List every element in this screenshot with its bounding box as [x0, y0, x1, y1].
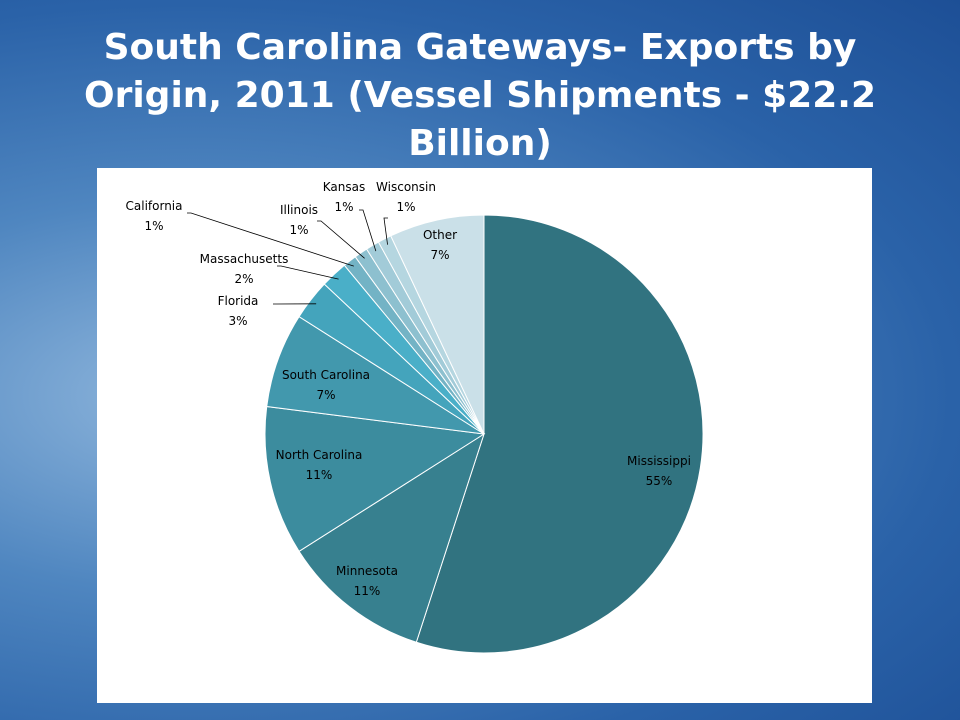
pie-slice-north-carolina — [264, 405, 486, 553]
leader-line-massachusetts — [277, 265, 339, 280]
leader-line-illinois — [317, 220, 365, 259]
slice-label-other: Other 7% — [423, 228, 457, 262]
leader-line-california — [187, 212, 354, 267]
slice-label-kansas: Kansas 1% — [323, 180, 365, 214]
slice-name: Wisconsin — [376, 180, 436, 194]
slice-percent: 1% — [289, 223, 308, 237]
slice-name: Kansas — [323, 180, 365, 194]
slice-percent: 11% — [354, 584, 381, 598]
pie-slice-mississippi — [415, 214, 704, 654]
slice-label-california: California 1% — [126, 199, 183, 233]
chart-area: Mississippi 55% Minnesota 11% North Carolina… — [97, 168, 872, 703]
slice-name: Florida — [218, 294, 259, 308]
leader-line-kansas — [359, 209, 377, 252]
slice-label-south-carolina: South Carolina 7% — [282, 368, 370, 402]
slice-name: Mississippi — [627, 454, 691, 468]
slice-name: Illinois — [280, 203, 318, 217]
slice-label-minnesota: Minnesota 11% — [336, 564, 398, 598]
slice-percent: 1% — [396, 200, 415, 214]
slice-percent: 2% — [234, 272, 253, 286]
pie-slice-other — [390, 214, 485, 435]
slice-percent: 1% — [144, 219, 163, 233]
slice-label-florida: Florida 3% — [218, 294, 259, 328]
leader-line-wisconsin — [383, 217, 388, 245]
slice-label-north-carolina: North Carolina 11% — [276, 448, 363, 482]
slice-label-illinois: Illinois 1% — [280, 203, 318, 237]
slice-name: South Carolina — [282, 368, 370, 382]
pie-chart: Mississippi 55%Minnesota 11%North Carolina… — [126, 180, 704, 654]
slice-percent: 55% — [646, 474, 673, 488]
slice-name: North Carolina — [276, 448, 363, 462]
slice-percent: 7% — [430, 248, 449, 262]
slice-percent: 3% — [228, 314, 247, 328]
slice-name: Massachusetts — [200, 252, 289, 266]
slide-title: South Carolina Gateways- Exports by Orig… — [83, 27, 877, 164]
slice-percent: 11% — [306, 468, 333, 482]
slice-name: Other — [423, 228, 457, 242]
slice-percent: 1% — [334, 200, 353, 214]
slice-label-wisconsin: Wisconsin 1% — [376, 180, 436, 214]
slice-label-mississippi: Mississippi 55% — [627, 454, 691, 488]
slice-percent: 7% — [316, 388, 335, 402]
slice-name: California — [126, 199, 183, 213]
slice-name: Minnesota — [336, 564, 398, 578]
slice-label-massachusetts: Massachusetts 2% — [200, 252, 289, 286]
pie-slice-minnesota — [298, 432, 485, 643]
